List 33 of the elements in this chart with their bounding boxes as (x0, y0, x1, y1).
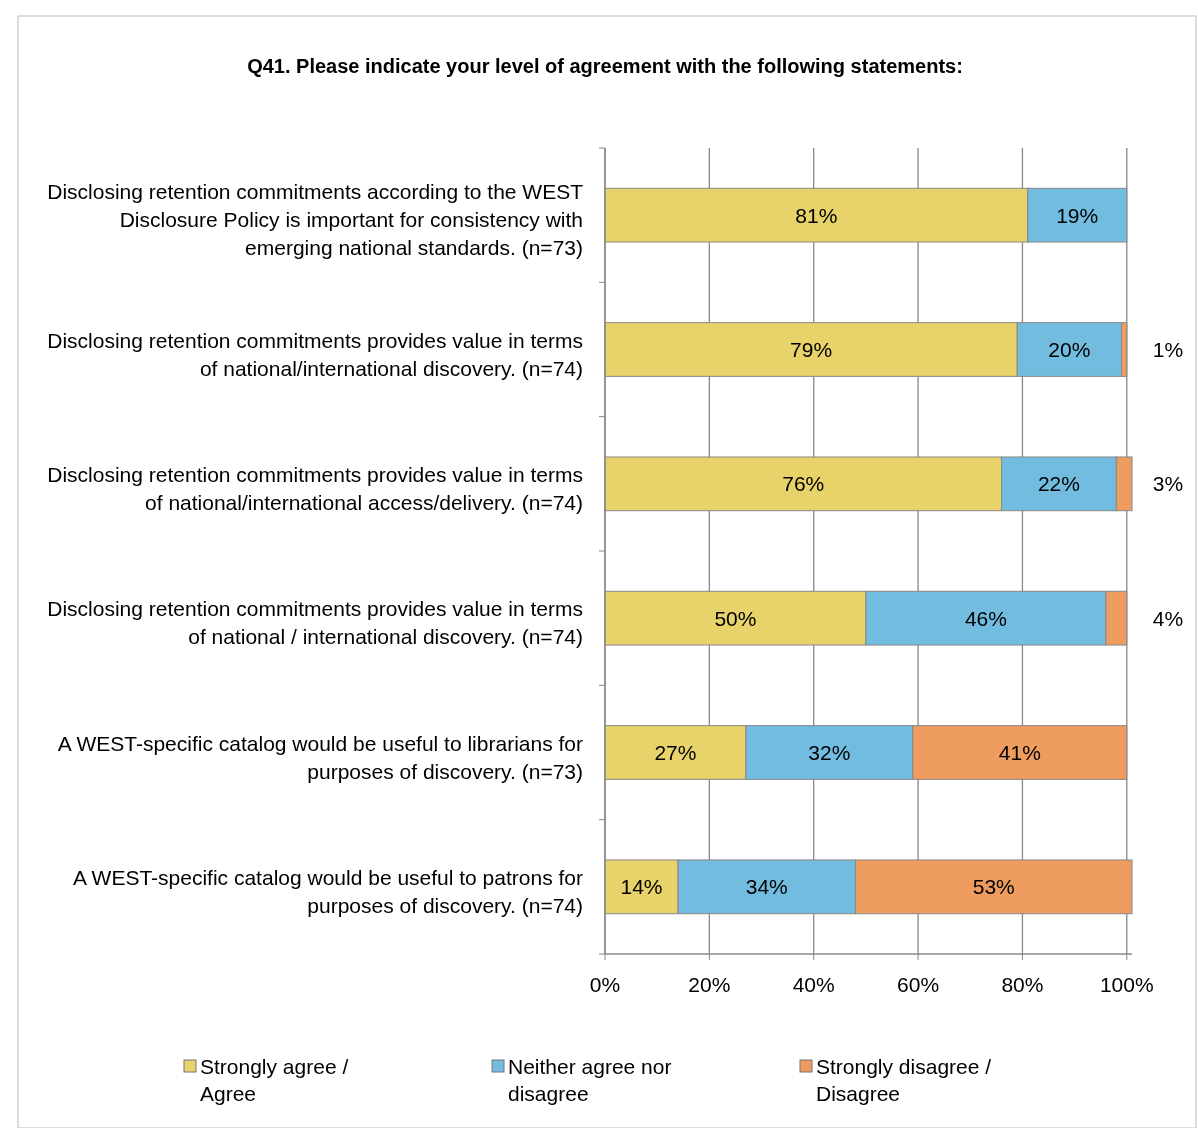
legend-label: Strongly agree / Agree (200, 1054, 349, 1105)
y-tick-label: A WEST-specific catalog would be useful to patrons for purposes of discovery. (n=74) (72, 865, 583, 917)
x-tick-label: 80% (1001, 972, 1044, 996)
data-label: 19% (1056, 203, 1099, 227)
data-label: 50% (714, 606, 757, 630)
y-tick-label: Disclosing retention commitments provides value in terms of national/international discovery. (n=74) (47, 328, 583, 379)
data-label: 79% (790, 338, 833, 361)
data-label: 22% (1037, 472, 1080, 496)
data-label: 27% (654, 741, 697, 764)
x-tick-label: 0% (589, 972, 621, 996)
data-label: 34% (745, 875, 788, 899)
x-tick-label: 100% (1099, 972, 1154, 996)
data-label: 20% (1048, 338, 1091, 361)
data-label: 46% (964, 606, 1007, 630)
chart-title: Q41. Please indicate your level of agreement with the following statements: (247, 55, 963, 77)
legend-label: Strongly disagree / Disagree (816, 1054, 992, 1105)
legend-label: Neither agree nor disagree (508, 1054, 672, 1105)
y-tick-label: Disclosing retention commitments provides value in terms of national/international access/delivery. (n=74) (47, 462, 583, 514)
data-label: 4% (1152, 606, 1184, 630)
x-tick-label: 40% (792, 972, 835, 996)
data-label: 81% (795, 203, 838, 227)
x-tick-label: 20% (688, 972, 731, 996)
data-label: 3% (1152, 472, 1184, 496)
x-tick-label: 60% (897, 972, 940, 996)
data-label: 14% (620, 875, 663, 899)
data-label: 41% (998, 741, 1041, 764)
data-label: 1% (1152, 338, 1184, 361)
y-tick-label: Disclosing retention commitments according to the WEST Disclosure Policy is important for consistency with emerging national standards. (n=73) (47, 179, 584, 259)
y-tick-label: Disclosing retention commitments provides value in terms of national / international discovery. (n=74) (47, 596, 583, 648)
data-label: 32% (808, 741, 851, 764)
data-label: 53% (972, 875, 1015, 899)
data-label: 76% (782, 472, 825, 496)
y-tick-label: A WEST-specific catalog would be useful to librarians for purposes of discovery. (n=73) (57, 731, 583, 782)
